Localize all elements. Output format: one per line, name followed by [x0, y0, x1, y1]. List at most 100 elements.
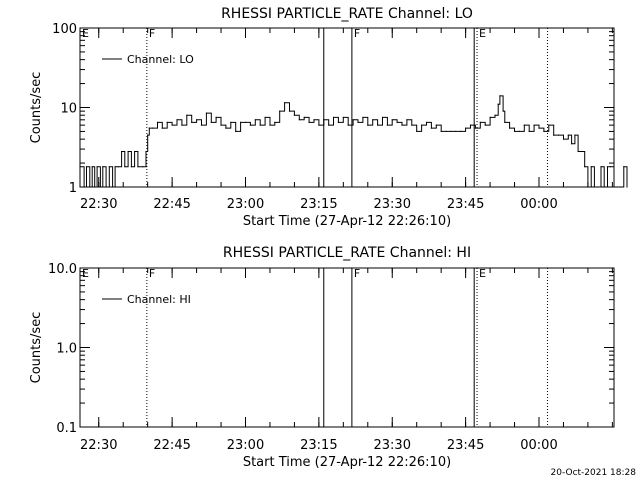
data-point [469, 124, 472, 126]
data-point [342, 116, 344, 118]
data-point [587, 186, 589, 188]
data-point [220, 124, 222, 126]
data-point [610, 166, 612, 168]
event-marker-label: E [82, 267, 89, 280]
x-tick-label: 23:45 [447, 438, 484, 453]
data-point [284, 102, 286, 104]
legend-label: Channel: LO [127, 53, 194, 66]
data-point [574, 134, 576, 136]
data-point [225, 127, 227, 129]
data-point [124, 166, 126, 168]
data-point [460, 130, 462, 132]
data-point [230, 121, 232, 123]
data-point [616, 186, 618, 188]
data-point [102, 166, 104, 168]
data-point [205, 112, 207, 114]
data-point [117, 166, 119, 168]
data-point [328, 124, 330, 126]
y-tick-label: 10 [60, 102, 77, 117]
chart-panel-1: RHESSI PARTICLE_RATE Channel: LO 1 10 100 Co… [29, 6, 628, 229]
data-point [502, 110, 504, 112]
data-point [362, 116, 364, 118]
x-axis-label: Start Time (27-Apr-12 22:26:10) [243, 214, 451, 229]
data-point [137, 166, 139, 168]
y-tick-label: 100 [52, 22, 77, 37]
data-point [562, 138, 565, 140]
data-point [440, 130, 442, 132]
data-point [99, 186, 101, 188]
x-tick-label: 00:00 [520, 197, 557, 212]
data-point [298, 119, 300, 121]
data-point [548, 124, 550, 126]
data-point [372, 119, 374, 121]
data-point [357, 121, 359, 123]
data-point [269, 124, 271, 126]
data-point [145, 150, 147, 153]
data-point [386, 124, 388, 126]
data-point [553, 134, 555, 136]
data-point [597, 186, 599, 188]
data-point [156, 121, 159, 123]
data-point [450, 130, 452, 132]
x-tick-label: 23:15 [300, 197, 337, 212]
event-marker-label: F [354, 267, 360, 280]
data-point [210, 121, 212, 123]
y-tick-label: 1.0 [56, 342, 77, 357]
data-point [264, 116, 266, 118]
data-point [215, 116, 217, 118]
x-tick-label: 23:00 [227, 197, 264, 212]
x-tick-label: 22:30 [80, 438, 117, 453]
data-point [425, 121, 428, 123]
data-point [494, 114, 496, 116]
legend-label: Channel: HI [127, 293, 191, 306]
footer-timestamp: 20-Oct-2021 18:28 [551, 468, 637, 478]
data-point [401, 124, 403, 126]
data-point [308, 121, 310, 123]
series-line [80, 95, 628, 188]
data-point [161, 127, 163, 129]
data-point [134, 150, 136, 153]
data-point [406, 119, 408, 121]
data-point [590, 166, 592, 168]
data-point [538, 127, 540, 129]
data-point [558, 134, 560, 136]
x-tick-label: 23:00 [227, 438, 264, 453]
data-point [518, 130, 521, 132]
data-point [567, 134, 569, 136]
data-point [127, 150, 129, 153]
data-point [613, 186, 615, 188]
data-point [152, 127, 154, 129]
data-point [484, 124, 486, 126]
data-point [523, 124, 525, 126]
event-marker-label: F [354, 27, 360, 40]
data-point [580, 150, 583, 153]
data-point [147, 134, 149, 136]
data-point [416, 130, 418, 132]
data-point [83, 186, 85, 188]
event-marker-label: E [479, 267, 486, 280]
data-point [332, 116, 335, 118]
data-point [623, 166, 625, 168]
data-point [196, 119, 198, 121]
y-axis-label: Counts/sec [29, 72, 44, 144]
data-point [323, 119, 325, 121]
data-point [445, 130, 447, 132]
data-point [293, 114, 295, 116]
data-point [254, 119, 256, 121]
data-point [619, 186, 622, 188]
data-point [489, 116, 491, 118]
data-point [240, 121, 242, 123]
data-point [96, 166, 98, 168]
data-point [411, 124, 413, 126]
x-tick-label: 23:45 [447, 197, 484, 212]
data-point [352, 119, 354, 121]
plot-frame [79, 27, 615, 188]
data-point [435, 124, 437, 126]
data-point [186, 114, 188, 116]
event-marker-label: F [149, 27, 155, 40]
data-point [249, 124, 251, 126]
data-point [191, 121, 193, 123]
data-point [606, 166, 609, 168]
x-tick-label: 23:30 [374, 197, 411, 212]
